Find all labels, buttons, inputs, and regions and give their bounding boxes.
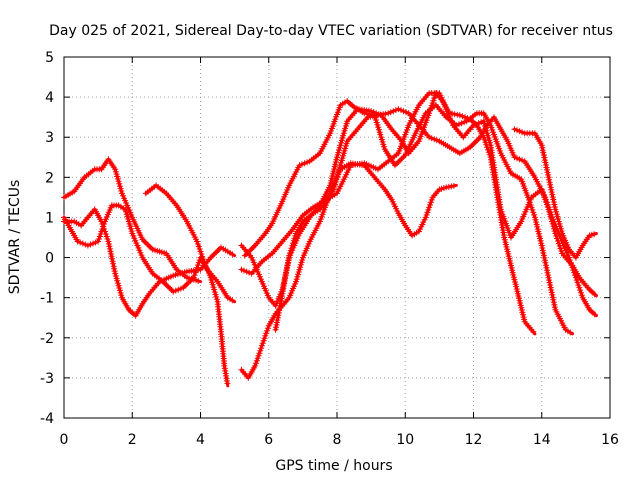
x-tick-label: 2 [128,432,137,448]
series-plus-markers [241,98,574,336]
series-1 [61,156,202,284]
y-axis-label: SDTVAR / TECUs [7,180,23,295]
y-tick-label: 1 [45,210,54,226]
y-tick-label: 5 [45,50,54,66]
x-tick-label: 14 [533,432,551,448]
series-plus-markers [61,206,236,319]
y-tick-label: -1 [40,291,54,307]
x-tick-label: 4 [196,432,205,448]
data-marks [61,90,598,388]
series-2 [61,206,237,319]
chart-title: Day 025 of 2021, Sidereal Day-to-day VTE… [49,23,613,39]
y-tick-label: 0 [45,251,54,267]
series-5 [238,160,458,381]
x-tick-label: 10 [396,432,414,448]
y-tick-label: 2 [45,170,54,186]
series-plus-markers [61,156,202,284]
series-7 [241,98,574,336]
y-axis-ticks: -4 -3 -2 -1 0 1 2 3 4 5 [40,50,610,427]
series-plus-markers [142,182,231,387]
y-tick-label: -4 [40,411,54,427]
series-plus-markers [272,106,598,333]
series-plus-markers [511,126,598,261]
x-tick-label: 8 [333,432,342,448]
x-axis-ticks: 0 2 4 6 8 10 12 14 16 [60,57,619,448]
y-tick-label: -2 [40,331,54,347]
series-9 [272,106,598,333]
series-track [240,161,458,380]
y-tick-label: -3 [40,371,54,387]
series-4 [142,182,231,388]
series-track [62,203,237,304]
series-10 [511,126,598,261]
x-tick-label: 0 [60,432,69,448]
y-tick-label: 4 [45,90,54,106]
x-tick-label: 16 [601,432,619,448]
y-tick-label: 3 [45,130,54,146]
x-tick-label: 6 [264,432,273,448]
series-plus-markers [238,160,457,381]
x-tick-label: 12 [465,432,483,448]
series-plus-markers [238,90,598,298]
x-axis-label: GPS time / hours [275,458,392,474]
